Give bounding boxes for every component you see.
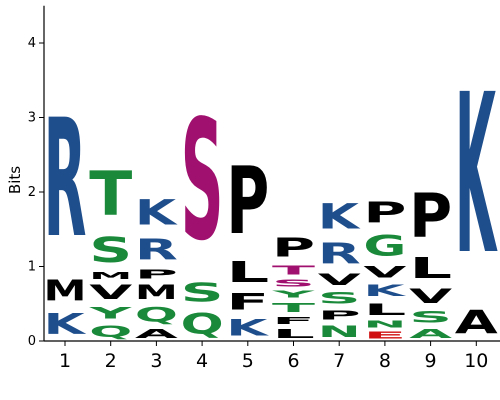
x-tick-label: 5 [242, 350, 254, 372]
logo-letter-e: E [363, 330, 406, 341]
x-tick-label: 3 [150, 350, 162, 372]
x-tick-label: 7 [333, 350, 345, 372]
y-tick-label: 4 [28, 36, 36, 51]
logo-letter-k: K [226, 315, 269, 341]
logo-letter-p: P [363, 196, 406, 230]
logo-letter-k: K [363, 282, 406, 300]
x-axis: 1 2 3 4 5 6 7 8 9 10 [44, 340, 500, 372]
logo-letter-v: V [409, 285, 452, 308]
logo-letter-s: S [409, 308, 452, 327]
logo-letter-k: K [44, 308, 88, 342]
logo-letter-l: L [226, 256, 269, 289]
logo-letter-r: R [135, 234, 178, 267]
logo-letter-a: A [409, 326, 452, 341]
logo-letter-m: M [89, 271, 132, 282]
logo-letter-t: T [272, 300, 315, 315]
logo-letter-p: P [135, 267, 178, 282]
y-axis-label: Bits [6, 166, 24, 194]
logo-letter-s: S [89, 230, 132, 271]
y-tick-label: 1 [28, 260, 36, 275]
logo-letter-a: A [455, 304, 498, 341]
y-axis: 0 1 2 3 4 [28, 5, 45, 349]
logo-letter-r: R [318, 238, 361, 271]
logo-letter-m: M [135, 281, 178, 303]
logo-letter-n: N [318, 323, 361, 341]
logo-letter-p: P [318, 308, 361, 323]
logo-letter-n: N [363, 319, 406, 330]
logo-letter-y: Y [271, 289, 316, 300]
logo-letter-v: V [318, 270, 362, 289]
x-tick-label: 6 [287, 350, 299, 372]
logo-letter-k: K [455, 48, 498, 304]
logo-letter-a: A [135, 326, 178, 341]
logo-letter-g: G [363, 229, 406, 262]
logo-letter-p: P [409, 182, 452, 252]
y-tick-label: 2 [28, 185, 36, 200]
y-tick-label: 0 [28, 334, 36, 349]
logo-letter-m: M [44, 274, 87, 308]
logo-letter-v: V [363, 263, 407, 282]
x-tick-label: 8 [379, 350, 391, 372]
x-tick-label: 1 [59, 350, 71, 372]
logo-letter-k: K [135, 192, 179, 233]
logo-letter-s: S [318, 289, 361, 308]
logo-letter-t: T [89, 159, 132, 230]
logo-letter-f: F [226, 289, 269, 315]
logo-letter-r: R [44, 84, 87, 274]
logo-letter-s: S [181, 277, 224, 307]
logo-letter-s: S [272, 278, 315, 289]
logo-letter-l: L [409, 252, 452, 285]
logo-letter-v: V [89, 281, 132, 304]
logo-letter-l: L [272, 326, 315, 341]
logo-letter-q: Q [135, 305, 178, 327]
x-tick-label: 2 [105, 350, 117, 372]
x-tick-label: 4 [196, 350, 208, 372]
logo-letter-f: F [272, 315, 315, 326]
logo-letter-p: P [272, 233, 315, 263]
x-tick-label: 9 [425, 350, 437, 372]
logo-letter-q: Q [89, 322, 132, 341]
logo-letter-t: T [272, 263, 315, 278]
y-tick-label: 3 [28, 111, 36, 126]
logo-letter-k: K [318, 196, 362, 237]
logo-letter-p: P [226, 148, 269, 255]
logo-letter-s: S [181, 85, 224, 278]
logo-letter-q: Q [181, 308, 224, 341]
logo-letter-y: Y [88, 304, 132, 323]
logo-letters: KMRQYVMSTAQMPRKQSSKFLPLFTYSTPNPSVRKENLKV… [44, 48, 498, 342]
logo-letter-l: L [363, 300, 406, 319]
x-tick-label: 10 [464, 350, 488, 372]
